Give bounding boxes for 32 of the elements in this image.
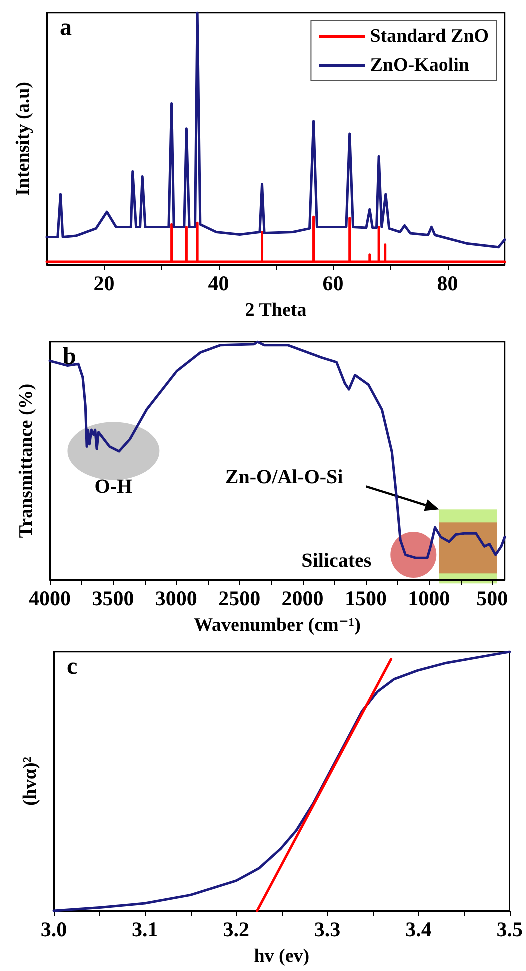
annotation: O-H [94,476,134,498]
x-tick-label: 4000 [29,586,71,610]
x-tick-label: 3000 [155,586,198,610]
x-tick-label: 3.5 [496,918,523,942]
x-tick-label: 3.0 [40,918,68,942]
y-axis-title: Intensity (a.u) [13,82,34,196]
x-tick-label: 3500 [92,586,134,610]
x-tick-label: 80 [437,272,458,296]
y-axis-title: (hvα)² [20,756,41,806]
x-tick-label: 3.3 [314,918,341,942]
annotation: Zn-O/Al-O-Si [225,466,344,489]
x-tick-label: 3.2 [223,918,250,942]
x-tick-label: 2500 [218,586,261,610]
x-tick-label: 500 [476,586,508,610]
x-axis-title: 2 Theta [245,300,308,321]
y-axis-title: Transmittance (%) [16,384,37,538]
x-axis-title: hv (ev) [254,946,310,967]
legend-label: Standard ZnO [370,26,489,47]
x-tick-label: 2000 [282,586,324,610]
x-tick-label: 1500 [344,586,387,610]
x-tick-label: 40 [208,272,230,296]
x-tick-label: 1000 [408,586,450,610]
chart-title: b [63,344,76,370]
x-tick-label: 3.1 [132,918,158,942]
x-axis-title: Wavenumber (cm⁻¹) [194,615,361,636]
x-tick-label: 60 [322,272,344,296]
x-tick-label: 3.4 [406,918,432,942]
annotation: Silicates [302,550,372,572]
x-tick-label: 20 [94,272,115,296]
chart-title: c [67,654,78,680]
chart-title: a [60,15,72,41]
legend-label: ZnO-Kaolin [370,55,470,76]
